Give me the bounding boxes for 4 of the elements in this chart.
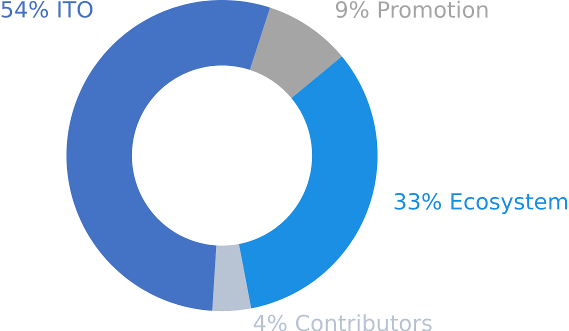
slice-label: 9% Promotion [336, 0, 488, 18]
slice-label: 54% ITO [2, 0, 92, 18]
slice-label: 33% Ecosystem [394, 192, 568, 214]
slice-label: 4% Contributors [254, 314, 432, 331]
